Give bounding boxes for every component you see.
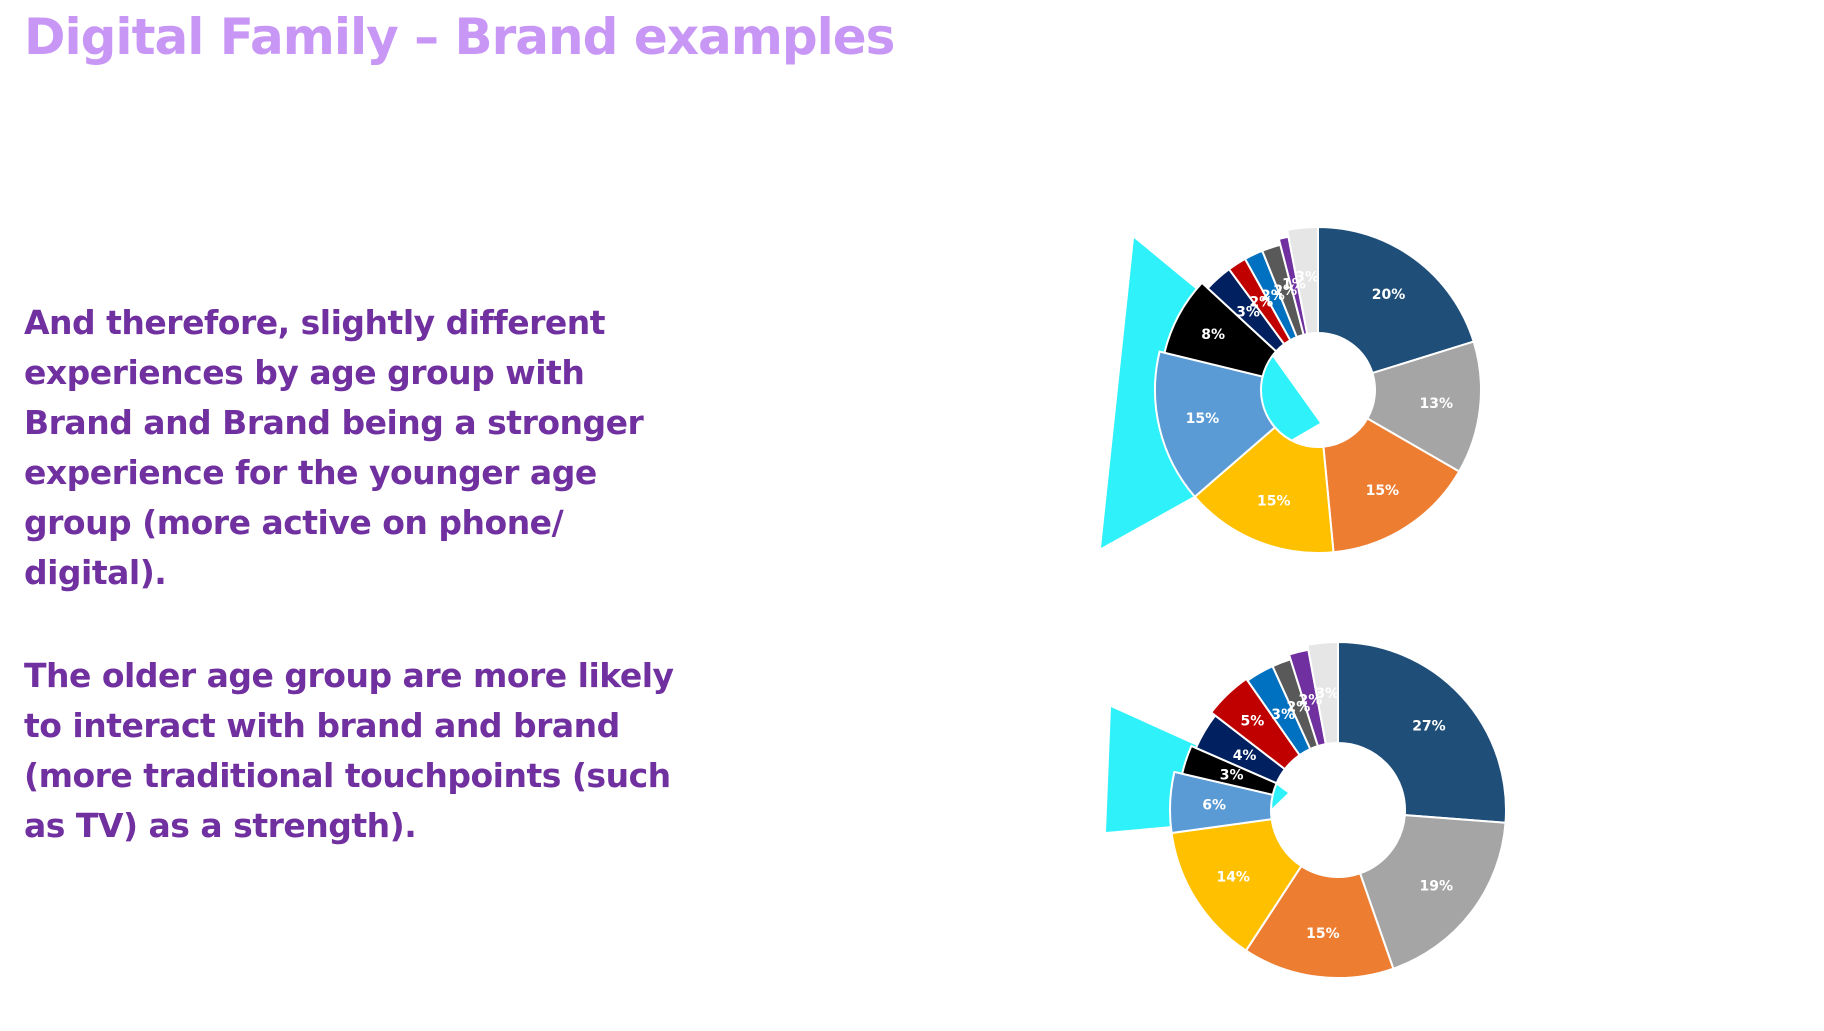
- donut-slice: [1322, 417, 1461, 554]
- donut-slice: [1317, 225, 1475, 375]
- donut-slice: [1193, 425, 1335, 554]
- slice-label: 15%: [1366, 483, 1400, 499]
- donut-slice: [1163, 281, 1278, 378]
- slice-label: 20%: [1372, 287, 1406, 303]
- slice-label: 3%: [1295, 269, 1319, 285]
- slice-label: 3%: [1236, 305, 1260, 321]
- slice-label: 1%: [1282, 276, 1306, 292]
- donut-slice: [1285, 225, 1319, 336]
- donut-slice: [1154, 350, 1277, 499]
- slice-label: 2%: [1249, 295, 1273, 311]
- slice-label: 13%: [1420, 396, 1454, 412]
- body-paragraph-1: And therefore, slightly different experi…: [24, 303, 644, 592]
- slice-label: 15%: [1257, 493, 1291, 509]
- slice-label: 2%: [1273, 283, 1297, 299]
- slice-label: 15%: [1186, 411, 1220, 427]
- body-paragraph-2: The older age group are more likely to i…: [24, 656, 674, 845]
- slide-title: Digital Family – Brand examples: [24, 8, 895, 66]
- slice-label: 2%: [1261, 288, 1285, 304]
- slice-label: 8%: [1201, 327, 1225, 343]
- donut-slice: [1365, 340, 1482, 473]
